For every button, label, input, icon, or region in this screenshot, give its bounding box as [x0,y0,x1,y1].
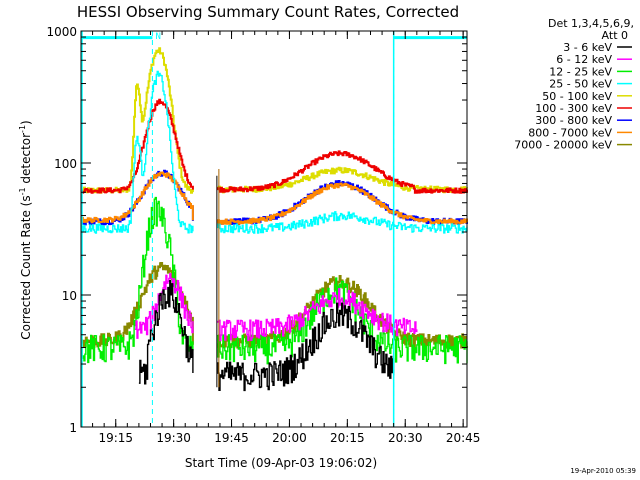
series-line [81,70,468,234]
legend-label: 12 - 25 keV [549,65,612,78]
legend-label: 7000 - 20000 keV [514,139,612,152]
legend-label: 3 - 6 keV [563,41,612,54]
series-100to300keV [81,98,468,194]
plot-timestamp: 19-Apr-2010 05:39 [570,467,636,475]
data-series-layer: N [81,31,468,427]
series-line [138,280,395,392]
legend-label: 300 - 800 keV [535,114,612,127]
series-line [135,273,418,342]
legend-label: 100 - 300 keV [535,102,612,115]
y-tick-label: 1000 [46,25,77,39]
series-3to6keV [138,280,395,392]
series-25to50keV [81,70,468,234]
series-line [81,196,468,365]
axes-layer: 19:15 19:30 19:45 20:00 20:15 20:30 20:45 1 10 10… [46,25,480,445]
legend-header-1: Det 1,3,4,5,6,9, [548,17,634,30]
series-50to100keV [81,47,468,194]
x-tick-label: 19:45 [214,431,249,445]
series-6to12keV [135,273,418,342]
series-line [81,98,468,194]
legend-header-2: Att 0 [602,29,628,42]
flag-letter: N [155,32,160,42]
y-tick-label: 10 [62,289,77,303]
plot-frame [80,30,468,428]
x-tick-label: 20:30 [388,431,423,445]
x-tick-label: 20:45 [446,431,481,445]
series-800to7000keV [81,171,468,225]
y-axis-label: Corrected Count Rate (s-1 detector-1) [18,120,33,339]
series-12to25keV [81,196,468,365]
chart-title: HESSI Observing Summary Count Rates, Cor… [77,3,459,21]
y-tick-label: 1 [69,421,77,435]
x-tick-label: 19:15 [98,431,133,445]
night-period-0 [81,31,153,427]
series-line [81,47,468,194]
x-tick-label: 20:00 [272,431,307,445]
legend-label: 6 - 12 keV [556,53,612,66]
x-axis-label: Start Time (09-Apr-03 19:06:02) [185,456,377,470]
series-line [81,171,468,225]
legend-label: 800 - 7000 keV [528,126,612,139]
legend-label: 25 - 50 keV [549,78,612,91]
y-tick-label: 100 [54,157,77,171]
x-tick-label: 20:15 [330,431,365,445]
legend-label: 50 - 100 keV [542,90,612,103]
x-tick-label: 19:30 [156,431,191,445]
